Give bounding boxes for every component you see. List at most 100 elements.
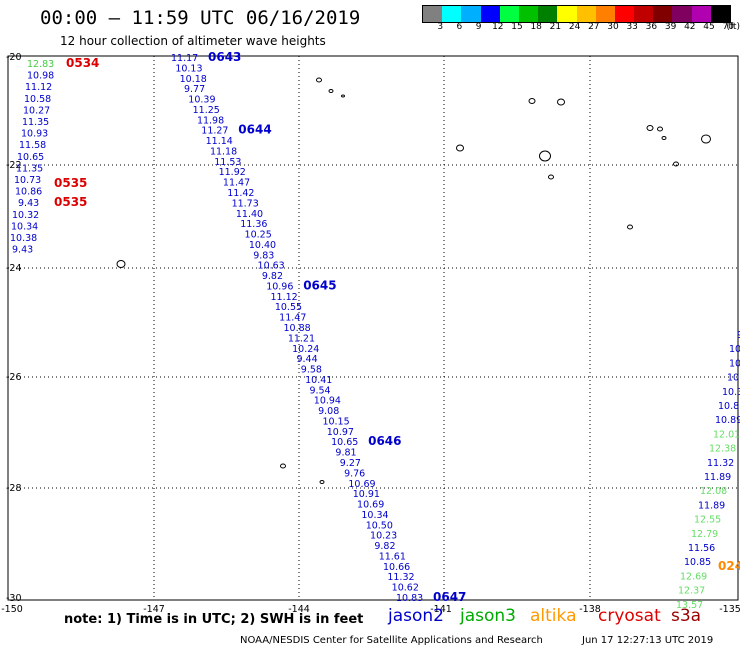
track-value-label: 10.27: [23, 105, 50, 116]
track-value-label: 10.91: [353, 489, 380, 500]
lon-tick-label: -138: [579, 604, 601, 615]
track-value-label: 11.21: [288, 333, 315, 344]
track-value-label: 11.12: [25, 82, 52, 93]
colorbar-cell: [614, 6, 635, 22]
colorbar-label: 45: [703, 22, 715, 32]
track-value-label: 11.92: [219, 167, 246, 178]
track-value-label: 12.55: [694, 515, 721, 526]
track-value-label: 10.69: [357, 500, 384, 511]
track-value-label: 10.83: [396, 593, 423, 604]
track-value-label: 10: [729, 358, 740, 369]
track-value-label: 9.27: [340, 458, 361, 469]
track-value-label: 11.32: [707, 458, 734, 469]
colorbar-cell: [576, 6, 596, 22]
track-value-label: 11.61: [379, 551, 406, 562]
track-value-label: 10.65: [331, 437, 358, 448]
colorbar-cell: [672, 6, 692, 22]
island-outline: [316, 77, 322, 83]
track-value-label: 10.93: [21, 129, 48, 140]
track-value-label: 10.13: [175, 63, 202, 74]
track-value-label: 10.: [727, 373, 740, 384]
track-value-label: 10.23: [370, 531, 397, 542]
track-value-label: 12.69: [680, 571, 707, 582]
track-value-label: 9.44: [296, 354, 317, 365]
track-value-label: 11.89: [704, 472, 731, 483]
track-value-label: 10.18: [180, 74, 207, 85]
track-value-label: 9.83: [253, 250, 274, 261]
track-value-label: 10.73: [14, 175, 41, 186]
track-value-label: 11.18: [210, 146, 237, 157]
track-value-label: 9.43: [18, 198, 39, 209]
lon-tick-label: -150: [1, 604, 23, 615]
track-value-label: 10.86: [15, 187, 42, 198]
colorbar-cell: [691, 6, 711, 22]
track-value-label: 11.32: [387, 572, 414, 583]
island-outline: [557, 98, 565, 106]
lon-tick-label: -147: [143, 604, 165, 615]
track-value-label: 12.38: [709, 444, 736, 455]
colorbar-label: 15: [511, 22, 523, 32]
track-value-label: 10.94: [314, 396, 341, 407]
colorbar-cell: [595, 6, 615, 22]
island-outline: [539, 150, 551, 162]
track-value-label: 11.53: [214, 157, 241, 168]
track-value-label: 12.01: [713, 429, 740, 440]
track-value-label: 10.34: [11, 221, 38, 232]
satellite-legend-cryosat: cryosat: [598, 606, 661, 626]
island-outline: [548, 174, 554, 180]
colorbar-cell: [653, 6, 673, 22]
track-value-label: 10.15: [322, 416, 349, 427]
satellite-legend-s3a: s3a: [671, 606, 702, 626]
orbit-label: 0535: [54, 176, 87, 190]
colorbar-labels: 3 6 9 12 15 18 21 24 27 30 33 36 39 42 45 70 (ft): [422, 22, 740, 34]
track-value-label: 9.58: [301, 365, 322, 376]
track-value-label: 10.66: [383, 562, 410, 573]
colorbar-cell: [710, 6, 730, 22]
island-outline: [280, 463, 286, 469]
track-value-label: 10.40: [249, 240, 276, 251]
colorbar-cell: [557, 6, 577, 22]
track-value-label: 11.42: [227, 188, 254, 199]
track-value-label: 11.27: [201, 126, 228, 137]
colorbar-label: 24: [568, 22, 581, 32]
track-value-label: 10.25: [245, 230, 272, 241]
track-value-label: 10.55: [275, 302, 302, 313]
track-value-label: 12.08: [700, 486, 727, 497]
lat-tick-label: -30: [6, 593, 22, 604]
colorbar-cell: [518, 6, 539, 22]
lon-tick-label: -144: [288, 604, 310, 615]
track-value-label: 10.69: [348, 479, 375, 490]
colorbar-label: 30: [607, 22, 619, 32]
track-value-label: 11.47: [223, 178, 250, 189]
track-value-label: 10.62: [392, 583, 419, 594]
track-value-label: 11.12: [271, 292, 298, 303]
track-value-label: 9.77: [184, 84, 205, 95]
track-value-label: 11.47: [279, 313, 306, 324]
colorbar-label: 33: [626, 22, 638, 32]
orbit-label: 0535: [54, 195, 87, 209]
lat-tick-label: -20: [6, 52, 22, 63]
colorbar-label: 6: [456, 22, 463, 32]
colorbar-unit: (ft): [726, 22, 740, 32]
track-value-label: 12.79: [691, 529, 718, 540]
island-outline: [701, 134, 711, 144]
track-value-label: 11.58: [19, 140, 46, 151]
satellite-legend-altika: altika: [530, 606, 577, 626]
track-value-label: 9.08: [318, 406, 339, 417]
track-value-label: 10.8: [718, 401, 739, 412]
map-frame: [7, 55, 739, 601]
colorbar-label: 42: [684, 22, 696, 32]
orbit-label: 024: [718, 559, 740, 573]
page-subtitle: 12 hour collection of altimeter wave hei…: [60, 34, 326, 48]
track-value-label: 10.89: [715, 415, 740, 426]
track-value-label: 11.36: [240, 219, 267, 230]
track-value-label: 10.88: [284, 323, 311, 334]
colorbar-cell: [442, 6, 462, 22]
colorbar-label: 3: [437, 22, 444, 32]
track-value-label: 10.38: [10, 233, 37, 244]
island-outline: [341, 94, 345, 98]
track-value-label: 9.43: [12, 245, 33, 256]
track-value-label: 10.39: [188, 95, 215, 106]
track-value-label: 12.37: [678, 586, 705, 597]
